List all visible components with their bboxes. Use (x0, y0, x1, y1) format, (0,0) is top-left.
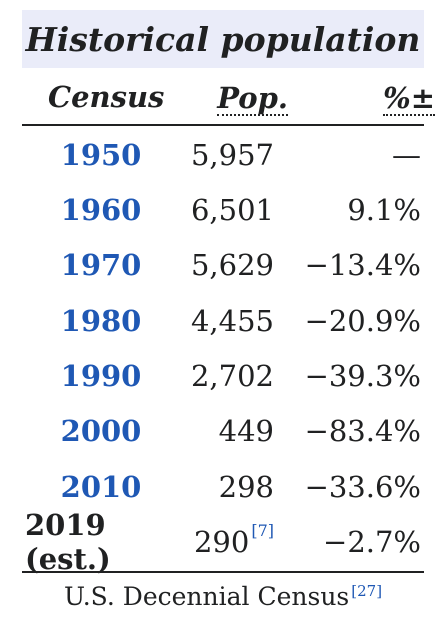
footer-citation-link[interactable]: [27] (351, 582, 383, 600)
census-year-estimate: 2019 (est.) (25, 507, 111, 576)
population-value: 4,455 (190, 303, 274, 338)
population-value: 298 (218, 469, 274, 504)
change-value: −83.4% (304, 413, 421, 448)
census-year-link[interactable]: 1970 (60, 247, 142, 282)
citation-link[interactable]: [7] (251, 521, 274, 540)
change-value: −13.4% (304, 247, 421, 282)
header-change[interactable]: %± (338, 72, 435, 127)
table-row: 1990 2,702 −39.3% (22, 348, 424, 403)
header-census: Census (48, 72, 164, 122)
census-year-link[interactable]: 1990 (60, 358, 142, 393)
census-year-link[interactable]: 1950 (60, 137, 142, 172)
change-value: −20.9% (304, 303, 421, 338)
population-estimate-value: 290 (193, 524, 250, 559)
header-change-label[interactable]: %± (383, 81, 435, 116)
footer-source: U.S. Decennial Census (63, 581, 350, 611)
header-census-label: Census (48, 80, 165, 114)
population-value: 5,957 (190, 137, 274, 172)
census-year-link[interactable]: 1960 (60, 192, 142, 227)
census-year-link[interactable]: 2010 (60, 469, 142, 504)
table-row: 2019 (est.) 290 [7] −2.7% (22, 507, 424, 576)
footer-divider (22, 571, 424, 573)
population-value: 449 (218, 413, 274, 448)
table-row: 1970 5,629 −13.4% (22, 237, 424, 292)
header-divider (22, 124, 424, 126)
population-value: 2,702 (190, 358, 274, 393)
header-population[interactable]: Pop. (194, 72, 288, 127)
table-row: 1980 4,455 −20.9% (22, 293, 424, 348)
census-year-link[interactable]: 2000 (60, 413, 142, 448)
table-title: Historical population (22, 10, 424, 68)
header-population-label[interactable]: Pop. (217, 81, 288, 116)
change-value: 9.1% (347, 192, 421, 227)
census-year-link[interactable]: 1980 (60, 303, 142, 338)
population-value: 6,501 (190, 192, 274, 227)
table-row: 2000 449 −83.4% (22, 403, 424, 458)
population-value: 5,629 (190, 247, 274, 282)
table-row: 1960 6,501 9.1% (22, 182, 424, 237)
change-value: −39.3% (304, 358, 421, 393)
change-value: −2.7% (323, 524, 421, 559)
table-footer: U.S. Decennial Census [27] (22, 575, 424, 617)
population-value: 290 [7] (194, 514, 274, 569)
table-row: 1950 5,957 — (22, 127, 424, 182)
table-row: 2010 298 −33.6% (22, 459, 424, 514)
change-value: — (392, 137, 421, 172)
change-value: −33.6% (304, 469, 421, 504)
